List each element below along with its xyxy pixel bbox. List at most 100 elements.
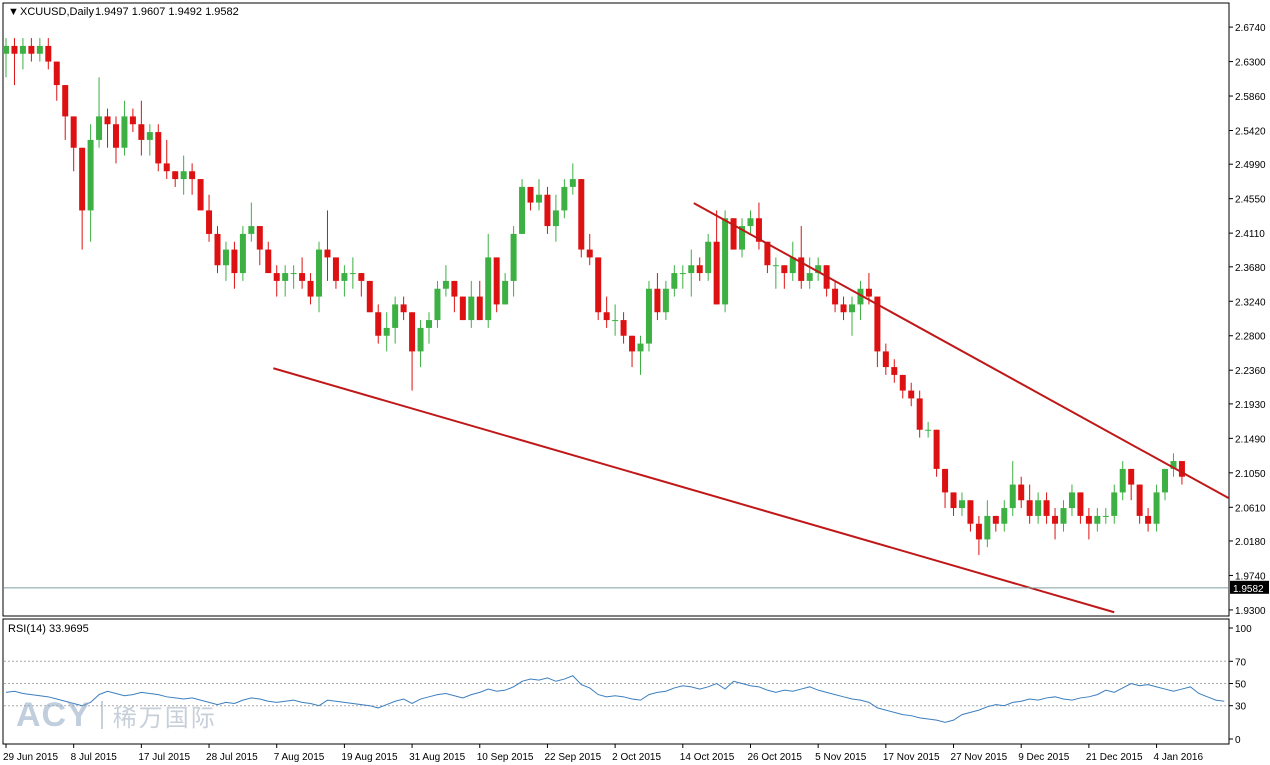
x-tick-label: 9 Dec 2015 bbox=[1018, 752, 1070, 763]
candle bbox=[874, 296, 881, 368]
candle-body bbox=[595, 257, 602, 313]
candle-body bbox=[755, 218, 762, 242]
x-tick-label: 29 Jun 2015 bbox=[3, 752, 58, 763]
candle-body bbox=[256, 226, 263, 250]
candle-body bbox=[53, 61, 60, 86]
candle-body bbox=[87, 139, 94, 211]
candle bbox=[671, 265, 678, 297]
candle bbox=[561, 179, 568, 219]
candle bbox=[1085, 508, 1092, 540]
candle bbox=[747, 210, 754, 234]
candle-body bbox=[206, 210, 213, 234]
candle-body bbox=[705, 241, 712, 274]
candle-body bbox=[1052, 515, 1059, 524]
x-tick-label: 31 Aug 2015 bbox=[409, 752, 466, 763]
candle bbox=[112, 116, 119, 164]
candle bbox=[231, 241, 238, 289]
candle bbox=[307, 273, 314, 305]
candle bbox=[28, 38, 35, 62]
candle-body bbox=[45, 45, 52, 62]
candle-body bbox=[510, 233, 517, 281]
rsi-tick-label: 70 bbox=[1235, 657, 1247, 668]
candle-body bbox=[815, 265, 822, 274]
candle-body bbox=[239, 233, 246, 274]
candle bbox=[138, 100, 145, 156]
x-tick-label: 5 Nov 2015 bbox=[815, 752, 867, 763]
candle bbox=[1077, 492, 1084, 524]
candle bbox=[332, 257, 339, 289]
candle-body bbox=[975, 523, 982, 540]
candle-body bbox=[747, 218, 754, 227]
candle bbox=[857, 280, 864, 321]
candle-body bbox=[172, 171, 179, 180]
candle bbox=[1009, 461, 1016, 516]
rsi-tick-label: 100 bbox=[1235, 624, 1252, 635]
candle-body bbox=[950, 492, 957, 509]
price-tick-label: 2.4110 bbox=[1235, 229, 1265, 240]
candle-body bbox=[180, 171, 187, 180]
candle bbox=[772, 257, 779, 289]
candle-body bbox=[485, 257, 492, 321]
x-tick-label: 10 Sep 2015 bbox=[477, 752, 534, 763]
candle bbox=[451, 280, 458, 313]
candle bbox=[366, 280, 373, 313]
current-price-box bbox=[1230, 580, 1269, 594]
candle bbox=[1018, 476, 1025, 509]
x-tick-label: 8 Jul 2015 bbox=[71, 752, 118, 763]
candle bbox=[493, 257, 500, 313]
price-tick-label: 2.6740 bbox=[1235, 23, 1266, 34]
candle-body bbox=[789, 257, 796, 274]
candle bbox=[341, 265, 348, 297]
candle bbox=[358, 273, 365, 297]
candle bbox=[70, 116, 77, 172]
header-arrow-icon[interactable]: ▼ bbox=[8, 6, 19, 18]
candle bbox=[222, 241, 229, 281]
candle-body bbox=[104, 116, 111, 125]
candle bbox=[1052, 508, 1059, 540]
candle bbox=[19, 38, 26, 70]
candle-body bbox=[865, 288, 872, 297]
candle-body bbox=[299, 273, 306, 281]
candle-body bbox=[1018, 484, 1025, 501]
candle-body bbox=[857, 288, 864, 305]
candle-body bbox=[849, 304, 855, 313]
candle bbox=[383, 312, 390, 352]
candle-body bbox=[1128, 468, 1135, 485]
price-tick-label: 2.3680 bbox=[1235, 263, 1266, 274]
price-tick-label: 2.0180 bbox=[1235, 537, 1266, 548]
candle-body bbox=[121, 116, 128, 148]
candle-body bbox=[502, 280, 509, 305]
symbol-timeframe: XCUUSD,Daily bbox=[20, 6, 94, 18]
candle bbox=[324, 210, 331, 281]
candle-body bbox=[916, 398, 923, 430]
candle-body bbox=[840, 304, 847, 313]
price-tick-label: 2.1050 bbox=[1235, 469, 1266, 480]
candle bbox=[645, 280, 652, 352]
candle bbox=[916, 390, 923, 438]
candle bbox=[637, 335, 644, 375]
rsi-y-axis: 100 70 50 30 0 bbox=[1229, 624, 1252, 746]
candle bbox=[730, 218, 737, 250]
candle bbox=[180, 155, 187, 195]
candle bbox=[603, 296, 610, 328]
candle bbox=[958, 492, 965, 516]
candle bbox=[899, 374, 906, 399]
candle bbox=[197, 179, 204, 211]
rsi-series bbox=[5, 675, 1225, 723]
candle bbox=[375, 304, 382, 344]
candle bbox=[569, 163, 576, 195]
candle-body bbox=[341, 273, 348, 281]
candle bbox=[502, 273, 509, 305]
candle-body bbox=[662, 288, 669, 313]
rsi-title: RSI(14) 33.9695 bbox=[8, 623, 89, 635]
candle-body bbox=[112, 124, 119, 148]
candle bbox=[1068, 484, 1075, 516]
candle-body bbox=[1068, 492, 1075, 509]
candle-body bbox=[434, 288, 441, 321]
candle bbox=[11, 38, 18, 86]
candle bbox=[798, 226, 805, 289]
candle bbox=[1136, 484, 1143, 524]
candle-body bbox=[36, 45, 43, 54]
candle bbox=[722, 210, 729, 313]
